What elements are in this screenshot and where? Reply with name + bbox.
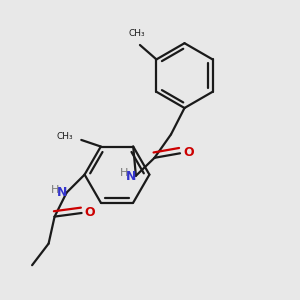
Text: H: H [51, 184, 59, 195]
Text: O: O [85, 206, 95, 219]
Text: N: N [126, 170, 136, 183]
Text: CH₃: CH₃ [129, 29, 145, 38]
Text: CH₃: CH₃ [56, 132, 73, 141]
Text: H: H [120, 168, 129, 178]
Text: N: N [57, 186, 67, 199]
Text: O: O [183, 146, 194, 159]
